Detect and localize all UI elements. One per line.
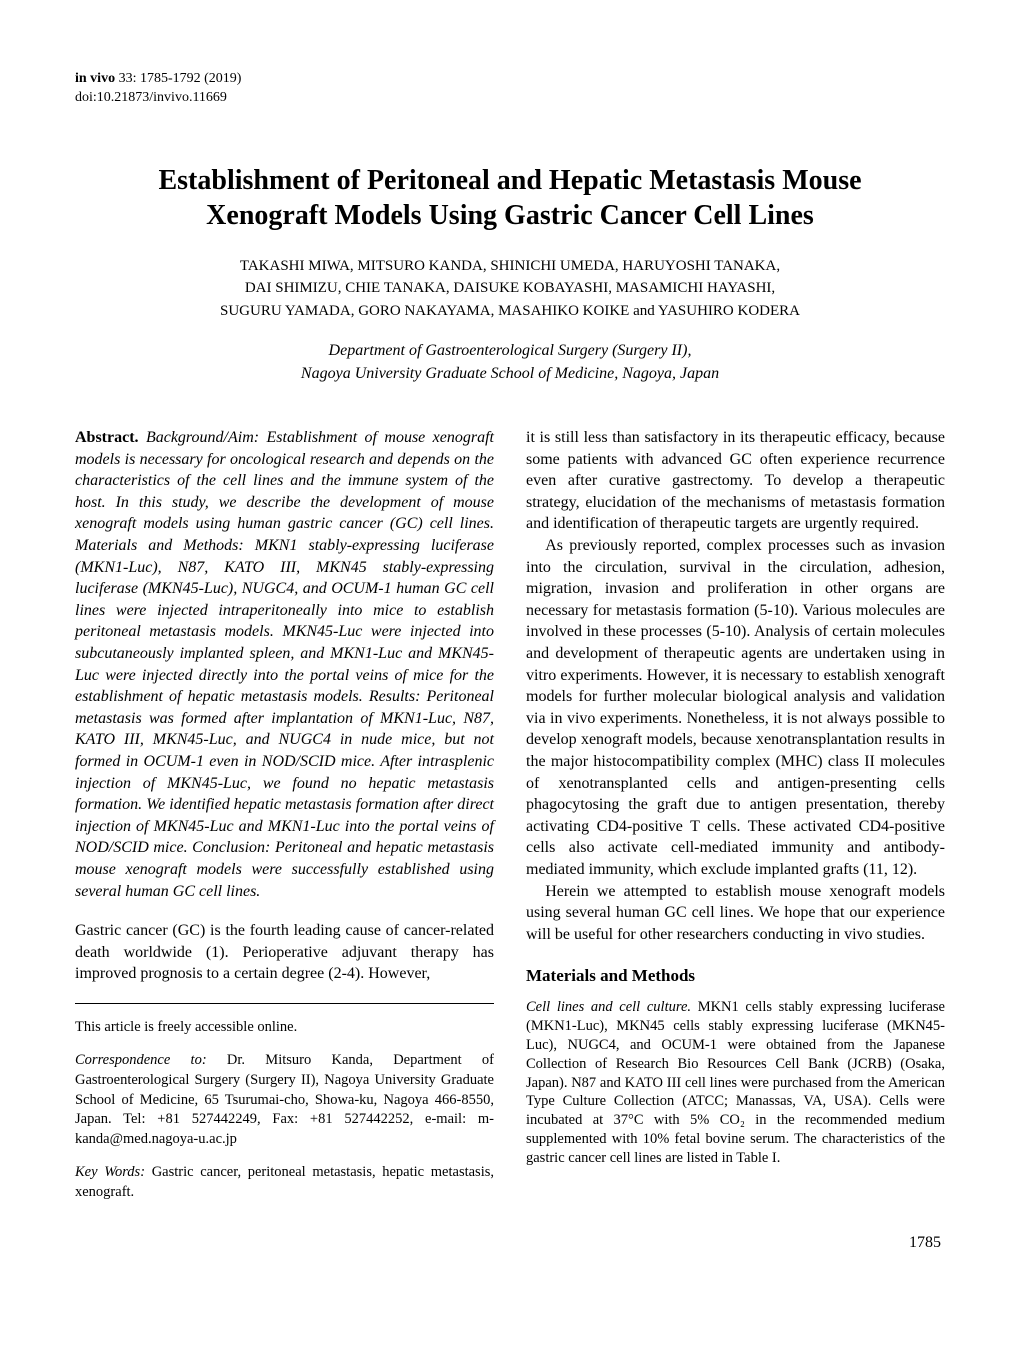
intro-p3: Herein we attempted to establish mouse x… — [526, 881, 945, 946]
intro-paragraph-left: Gastric cancer (GC) is the fourth leadin… — [75, 920, 494, 985]
abstract-body: Background/Aim: Establishment of mouse x… — [75, 429, 494, 899]
journal-volume: 33 — [115, 71, 133, 86]
materials-paragraph: Cell lines and cell culture. MKN1 cells … — [526, 998, 945, 1168]
affiliation-line-2: Nagoya University Graduate School of Med… — [75, 363, 945, 385]
affiliation-block: Department of Gastroenterological Surger… — [75, 340, 945, 385]
materials-body: MKN1 cells stably expressing luciferase … — [526, 999, 945, 1166]
intro-p2: As previously reported, complex processe… — [526, 535, 945, 881]
article-title: Establishment of Peritoneal and Hepatic … — [75, 163, 945, 233]
right-column: it is still less than satisfactory in it… — [526, 427, 945, 1202]
footer-block: This article is freely accessible online… — [75, 1018, 494, 1203]
materials-subhead: Cell lines and cell culture. — [526, 999, 691, 1015]
page-number: 1785 — [75, 1232, 945, 1254]
footer-divider — [75, 1003, 494, 1004]
affiliation-line-1: Department of Gastroenterological Surger… — [75, 340, 945, 362]
keywords: Key Words: Gastric cancer, peritoneal me… — [75, 1163, 494, 1202]
journal-pages: : 1785-1792 (2019) — [133, 71, 242, 86]
keywords-label: Key Words: — [75, 1164, 145, 1180]
authors-line-2: DAI SHIMIZU, CHIE TANAKA, DAISUKE KOBAYA… — [75, 277, 945, 300]
access-note: This article is freely accessible online… — [75, 1018, 494, 1038]
correspondence: Correspondence to: Dr. Mitsuro Kanda, De… — [75, 1051, 494, 1149]
doi: doi:10.21873/invivo.11669 — [75, 89, 945, 108]
body-columns: Abstract. Background/Aim: Establishment … — [75, 427, 945, 1202]
intro-continued-p1: it is still less than satisfactory in it… — [526, 427, 945, 535]
journal-name: in vivo — [75, 71, 115, 86]
journal-citation: in vivo 33: 1785-1792 (2019) — [75, 70, 945, 89]
correspondence-label: Correspondence to: — [75, 1052, 207, 1068]
materials-heading: Materials and Methods — [526, 965, 945, 988]
authors-block: TAKASHI MIWA, MITSURO KANDA, SHINICHI UM… — [75, 255, 945, 323]
title-line-2: Xenograft Models Using Gastric Cancer Ce… — [206, 200, 814, 231]
journal-header: in vivo 33: 1785-1792 (2019) doi:10.2187… — [75, 70, 945, 108]
left-column: Abstract. Background/Aim: Establishment … — [75, 427, 494, 1202]
abstract-paragraph: Abstract. Background/Aim: Establishment … — [75, 427, 494, 902]
title-line-1: Establishment of Peritoneal and Hepatic … — [158, 165, 861, 196]
authors-line-1: TAKASHI MIWA, MITSURO KANDA, SHINICHI UM… — [75, 255, 945, 278]
abstract-label: Abstract. — [75, 429, 139, 446]
authors-line-3: SUGURU YAMADA, GORO NAKAYAMA, MASAHIKO K… — [75, 300, 945, 323]
